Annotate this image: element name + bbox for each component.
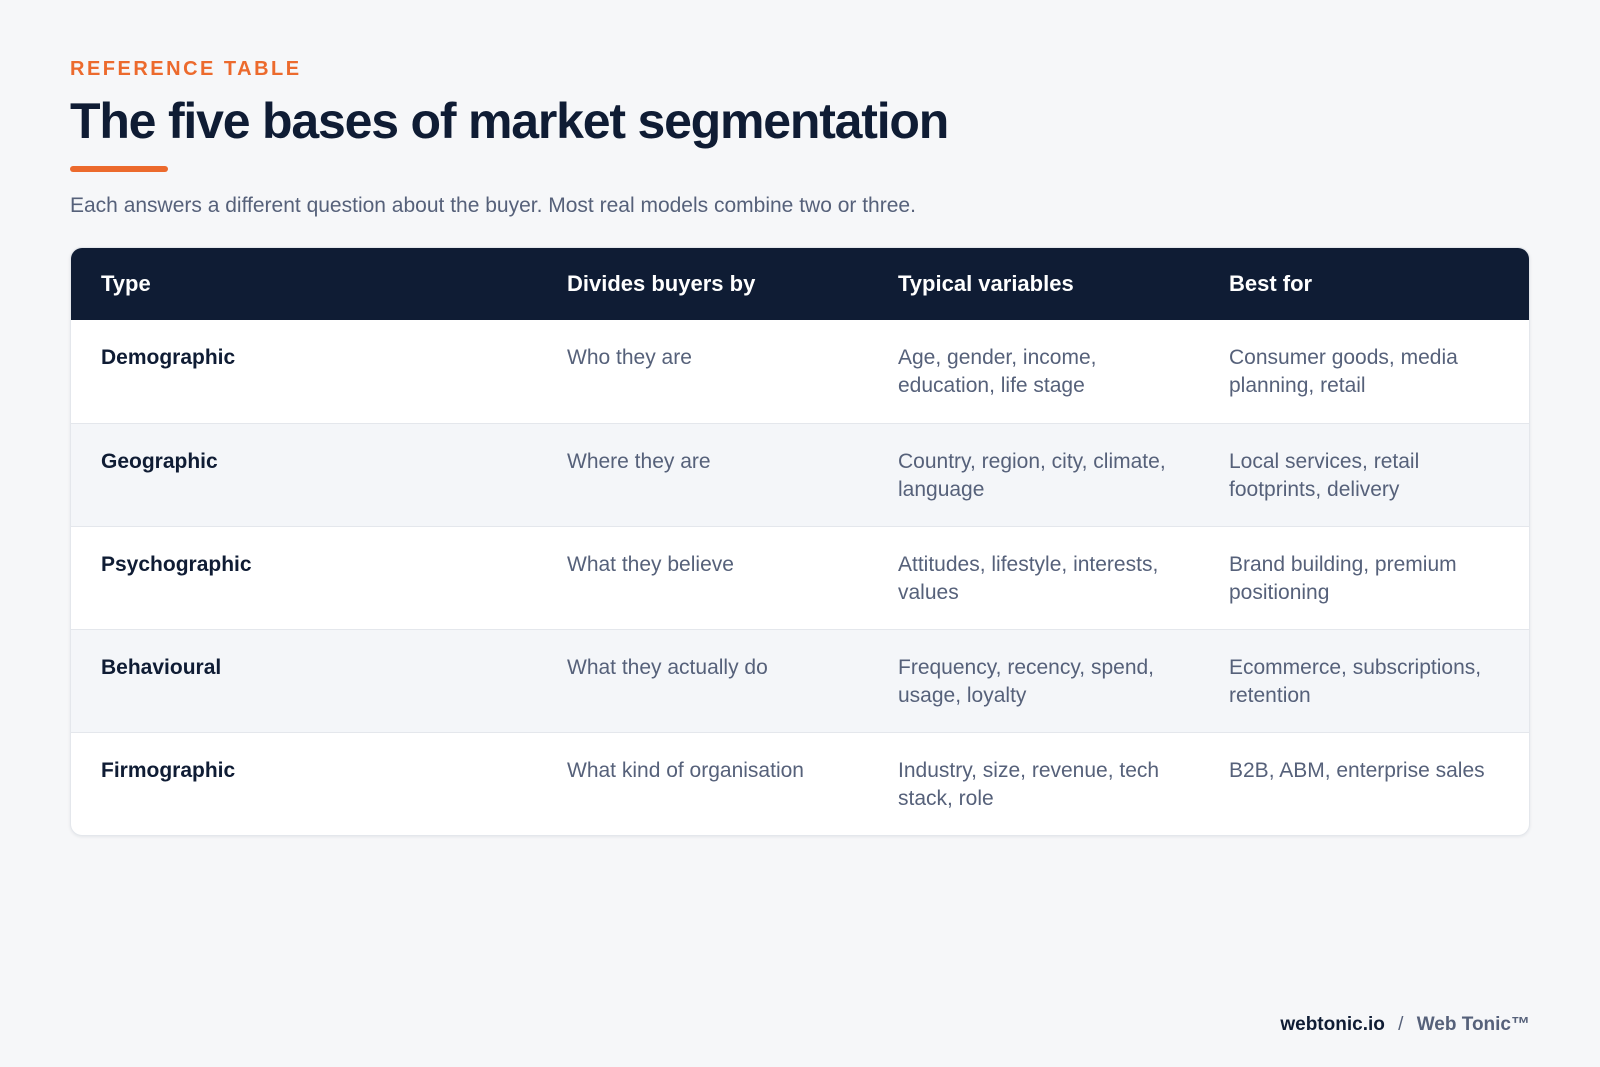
- cell-divides-by: What they believe: [567, 552, 734, 576]
- cell-divides-by: What kind of organisation: [567, 758, 804, 782]
- column-header-best-for: Best for: [1229, 271, 1313, 296]
- footer-brand: Web Tonic™: [1416, 1014, 1530, 1035]
- footer-separator: /: [1398, 1014, 1404, 1035]
- cell-variables: Age, gender, income, education, life sta…: [898, 346, 1097, 397]
- cell-variables: Frequency, recency, spend, usage, loyalt…: [898, 655, 1155, 707]
- cell-divides-by: Who they are: [567, 346, 692, 369]
- cell-variables: Industry, size, revenue, tech stack, rol…: [898, 758, 1160, 810]
- title-underline: [70, 166, 168, 172]
- cell-best-for: Ecommerce, subscriptions, retention: [1229, 655, 1482, 707]
- table-header-row: Type Divides buyers by Typical variables…: [71, 248, 1529, 320]
- cell-best-for: B2B, ABM, enterprise sales: [1229, 758, 1485, 782]
- cell-best-for: Local services, retail footprints, deliv…: [1229, 449, 1420, 501]
- table-row: Psychographic What they believe Attitude…: [71, 526, 1529, 629]
- table-row: Behavioural What they actually do Freque…: [71, 629, 1529, 732]
- column-header-divides-by: Divides buyers by: [567, 271, 756, 296]
- cell-type: Demographic: [101, 346, 236, 369]
- segmentation-table: Type Divides buyers by Typical variables…: [71, 248, 1529, 835]
- cell-type: Psychographic: [101, 552, 252, 576]
- table-row: Demographic Who they are Age, gender, in…: [71, 320, 1529, 423]
- cell-divides-by: What they actually do: [567, 655, 768, 679]
- table-row: Geographic Where they are Country, regio…: [71, 423, 1529, 526]
- cell-type: Firmographic: [101, 758, 236, 782]
- cell-best-for: Brand building, premium positioning: [1229, 552, 1457, 604]
- table-body: Demographic Who they are Age, gender, in…: [71, 320, 1529, 835]
- page-subtitle: Each answers a different question about …: [70, 194, 916, 217]
- table-row: Firmographic What kind of organisation I…: [71, 732, 1529, 835]
- footer-site: webtonic.io: [1280, 1014, 1385, 1035]
- cell-type: Geographic: [101, 449, 218, 473]
- column-header-variables: Typical variables: [898, 271, 1074, 296]
- cell-best-for: Consumer goods, media planning, retail: [1229, 346, 1458, 397]
- cell-variables: Attitudes, lifestyle, interests, values: [898, 552, 1159, 604]
- segmentation-table-card: Type Divides buyers by Typical variables…: [70, 247, 1530, 836]
- cell-divides-by: Where they are: [567, 449, 711, 473]
- eyebrow-label: REFERENCE TABLE: [70, 58, 302, 80]
- page-title: The five bases of market segmentation: [70, 93, 949, 149]
- column-header-type: Type: [101, 271, 151, 296]
- cell-variables: Country, region, city, climate, language: [898, 449, 1166, 501]
- cell-type: Behavioural: [101, 655, 222, 679]
- footer-credit: webtonic.io / Web Tonic™: [1280, 1014, 1530, 1036]
- table-header: Type Divides buyers by Typical variables…: [71, 248, 1529, 320]
